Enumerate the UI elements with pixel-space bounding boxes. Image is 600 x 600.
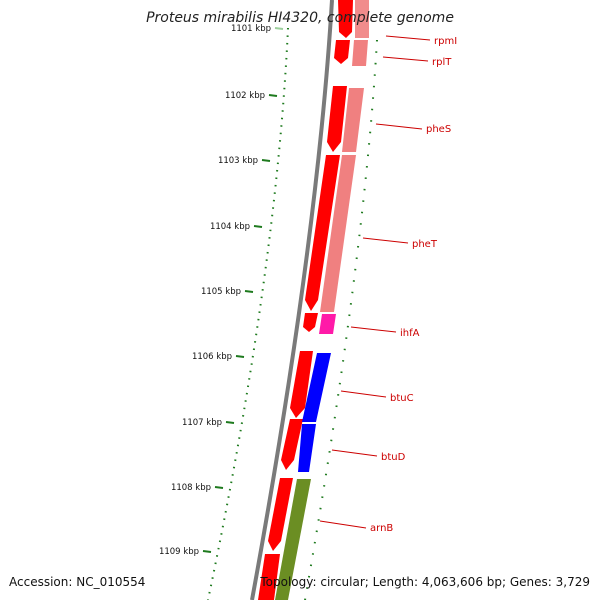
kbp-tick xyxy=(235,355,245,358)
kbp-tick-label: 1101 kbp xyxy=(231,24,271,34)
leader-pheT xyxy=(362,237,409,244)
feature-pheT xyxy=(320,155,356,312)
kbp-tick-label: 1105 kbp xyxy=(201,287,241,297)
reverse-strand-features xyxy=(275,0,369,600)
gene-label-rplT: rplT xyxy=(432,57,452,68)
kbp-tick-label: 1103 kbp xyxy=(218,156,258,166)
cds-btuD-forward xyxy=(281,419,303,470)
gene-label-btuD: btuD xyxy=(381,452,406,463)
kbp-tick-label: 1107 kbp xyxy=(182,418,222,428)
cds-rplT-forward xyxy=(334,40,350,64)
cds-next-forward xyxy=(258,554,280,600)
kbp-tick-label: 1109 kbp xyxy=(159,547,199,557)
leader-rpmI xyxy=(385,35,431,41)
accession-text: Accession: NC_010554 xyxy=(9,575,146,589)
gene-label-pheT: pheT xyxy=(412,239,438,250)
kbp-tick xyxy=(225,421,235,424)
leader-pheS xyxy=(375,123,423,130)
kbp-tick xyxy=(268,94,278,97)
feature-rplT xyxy=(352,40,368,66)
feature-ruler-dashes xyxy=(304,39,378,600)
leader-btuD xyxy=(331,449,378,457)
kbp-tick xyxy=(244,290,254,293)
kbp-tick xyxy=(274,27,284,30)
kbp-tick-label: 1106 kbp xyxy=(192,352,232,362)
cds-pheT-forward xyxy=(305,155,340,311)
gene-label-arnB: arnB xyxy=(370,523,393,534)
cds-btuC-forward xyxy=(290,351,313,418)
leader-ihfA xyxy=(350,326,397,333)
gene-label-btuC: btuC xyxy=(390,393,414,404)
kbp-tick-label: 1104 kbp xyxy=(210,222,250,232)
map-title: Proteus mirabilis HI4320, complete genom… xyxy=(146,10,454,26)
leader-arnB xyxy=(319,520,367,529)
kbp-tick xyxy=(261,159,271,162)
leader-btuC xyxy=(340,390,387,398)
kbp-tick-label: 1102 kbp xyxy=(225,91,265,101)
kbp-ticks: 1101 kbp 1102 kbp 1103 kbp 1104 kbp 1105 kbp… xyxy=(159,24,284,557)
kbp-tick xyxy=(253,225,263,228)
feature-rpmI xyxy=(355,0,369,38)
cds-rpmI-forward xyxy=(338,0,353,38)
feature-btuD xyxy=(298,424,316,472)
genome-backbone xyxy=(250,0,334,600)
leader-rplT xyxy=(382,56,429,62)
cds-pheS-forward xyxy=(327,86,347,152)
kbp-tick xyxy=(202,550,212,553)
kbp-tick-label: 1108 kbp xyxy=(171,483,211,493)
feature-btuC xyxy=(302,353,331,422)
feature-ihfA xyxy=(319,314,336,334)
cds-ihfA-forward xyxy=(303,313,318,332)
cds-arnB-forward xyxy=(268,478,293,551)
summary-text: Topology: circular; Length: 4,063,606 bp… xyxy=(260,575,590,589)
gene-label-rpmI: rpmI xyxy=(434,36,457,47)
feature-arnB xyxy=(275,479,311,600)
gene-label-ihfA: ihfA xyxy=(400,328,420,339)
gene-label-pheS: pheS xyxy=(426,124,451,135)
gene-labels: rpmI rplT pheS pheT ihfA btuC btuD arnB xyxy=(319,35,457,534)
feature-pheS xyxy=(342,88,364,152)
forward-strand-cds xyxy=(258,0,353,600)
kbp-tick xyxy=(214,486,224,489)
